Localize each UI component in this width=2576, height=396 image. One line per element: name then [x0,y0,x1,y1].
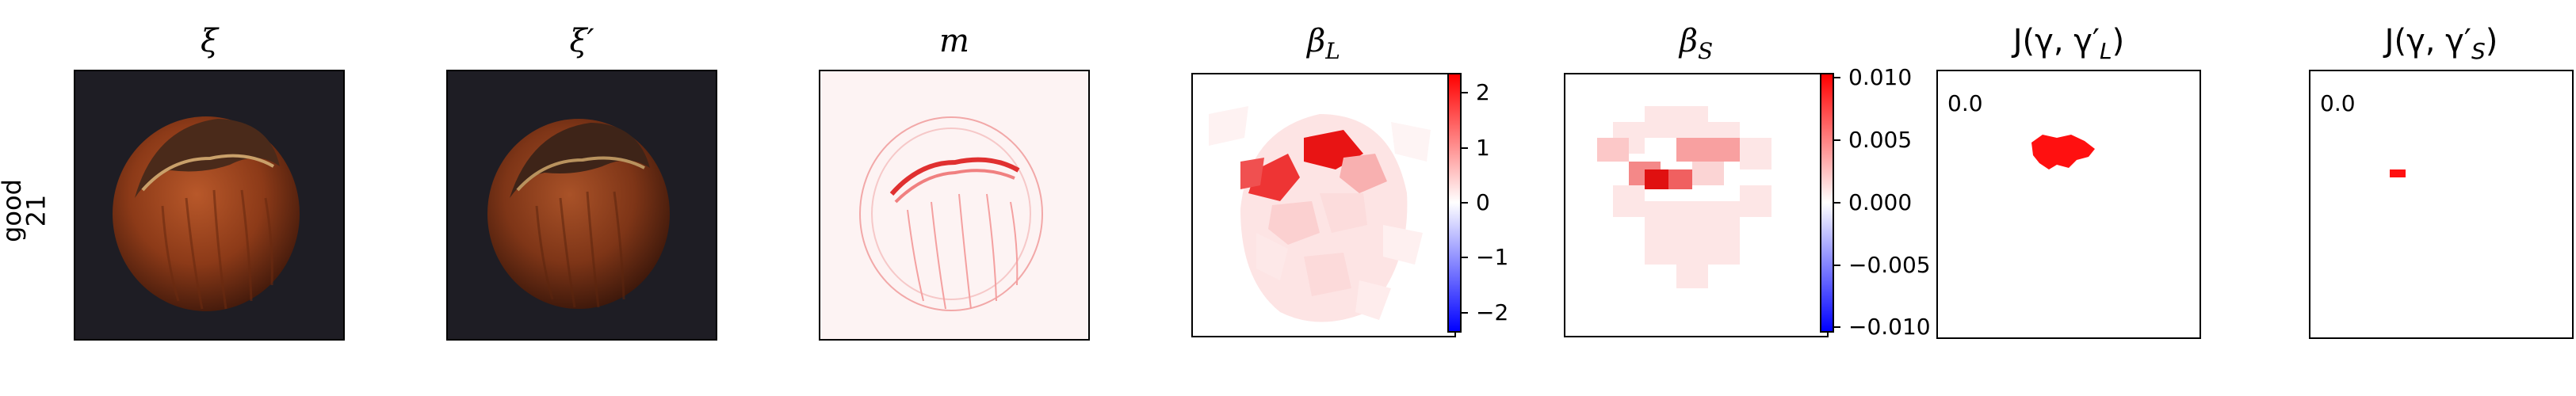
beta-l-colorbar [1447,73,1462,333]
tick-mark [1462,147,1468,149]
tick-mark [1834,265,1840,266]
beta-s-title-sub: S [1697,38,1714,64]
beta-s-tick-0005: 0.005 [1848,127,1913,153]
xi-prime-image-panel [446,70,717,341]
j-s-title-sub: S [2471,38,2486,64]
tick-mark [1462,202,1468,204]
j-l-title-prefix: J(γ, γ′ [2012,23,2100,59]
j-s-overlap-map [2390,169,2406,177]
tick-mark [1834,202,1840,204]
hazelnut-image [113,116,300,311]
beta-s-colorbar [1820,73,1834,333]
xi-prime-title: ξ′ [446,22,717,60]
beta-s-tick-m0010: −0.010 [1848,314,1931,340]
xi-title-text: ξ [200,23,219,59]
beta-l-tick-m2: −2 [1476,299,1509,326]
difference-map [859,116,1043,311]
beta-s-panel [1564,73,1829,337]
beta-l-tick-0: 0 [1476,189,1490,215]
beta-s-colorbar-ticks: 0.010 0.005 0.000 −0.005 −0.010 [1834,65,1945,340]
m-title: m [819,22,1090,60]
xi-prime-title-text: ξ′ [569,23,594,59]
j-s-title: J(γ, γ′S) [2309,22,2574,70]
row-label-index: 21 [21,194,52,227]
tick-mark [1834,139,1840,141]
m-mask-panel [819,70,1090,341]
tick-mark [1834,326,1840,328]
tick-mark [1462,312,1468,314]
j-l-value: 0.0 [1947,90,1983,116]
j-l-overlap-map [2031,135,2095,169]
j-l-title: J(γ, γ′L) [1936,22,2201,70]
beta-l-tick-2: 2 [1476,79,1490,105]
j-s-title-suffix: ) [2485,23,2498,59]
j-l-panel: 0.0 [1936,70,2201,339]
beta-s-heatmap [1597,106,1771,288]
xi-image-panel [74,70,345,341]
beta-l-colorbar-ticks: 2 1 0 −1 −2 [1462,73,1525,333]
beta-l-title-symbol: β [1307,23,1326,59]
beta-l-panel [1191,73,1456,337]
tick-mark [1834,77,1840,78]
tick-mark [1462,92,1468,93]
beta-l-tick-m1: −1 [1476,244,1509,270]
hazelnut-reconstruction-image [487,119,670,309]
beta-s-tick-0000: 0.000 [1848,189,1913,215]
j-s-title-prefix: J(γ, γ′ [2384,23,2471,59]
j-l-title-sub: L [2100,38,2112,64]
beta-l-title: βL [1191,22,1456,70]
j-s-panel: 0.0 [2309,70,2574,339]
beta-s-title: βS [1564,22,1829,70]
j-l-title-suffix: ) [2112,23,2125,59]
beta-l-tick-1: 1 [1476,135,1490,161]
j-s-value: 0.0 [2320,90,2356,116]
beta-l-title-sub: L [1325,38,1340,64]
m-title-text: m [939,23,969,59]
row-label: good 21 [0,170,55,249]
tick-mark [1462,257,1468,258]
beta-s-title-symbol: β [1679,23,1698,59]
beta-s-tick-0010: 0.010 [1848,64,1913,90]
beta-s-tick-m0005: −0.005 [1848,252,1931,278]
beta-l-heatmap [1209,106,1431,322]
xi-title: ξ [74,22,345,60]
